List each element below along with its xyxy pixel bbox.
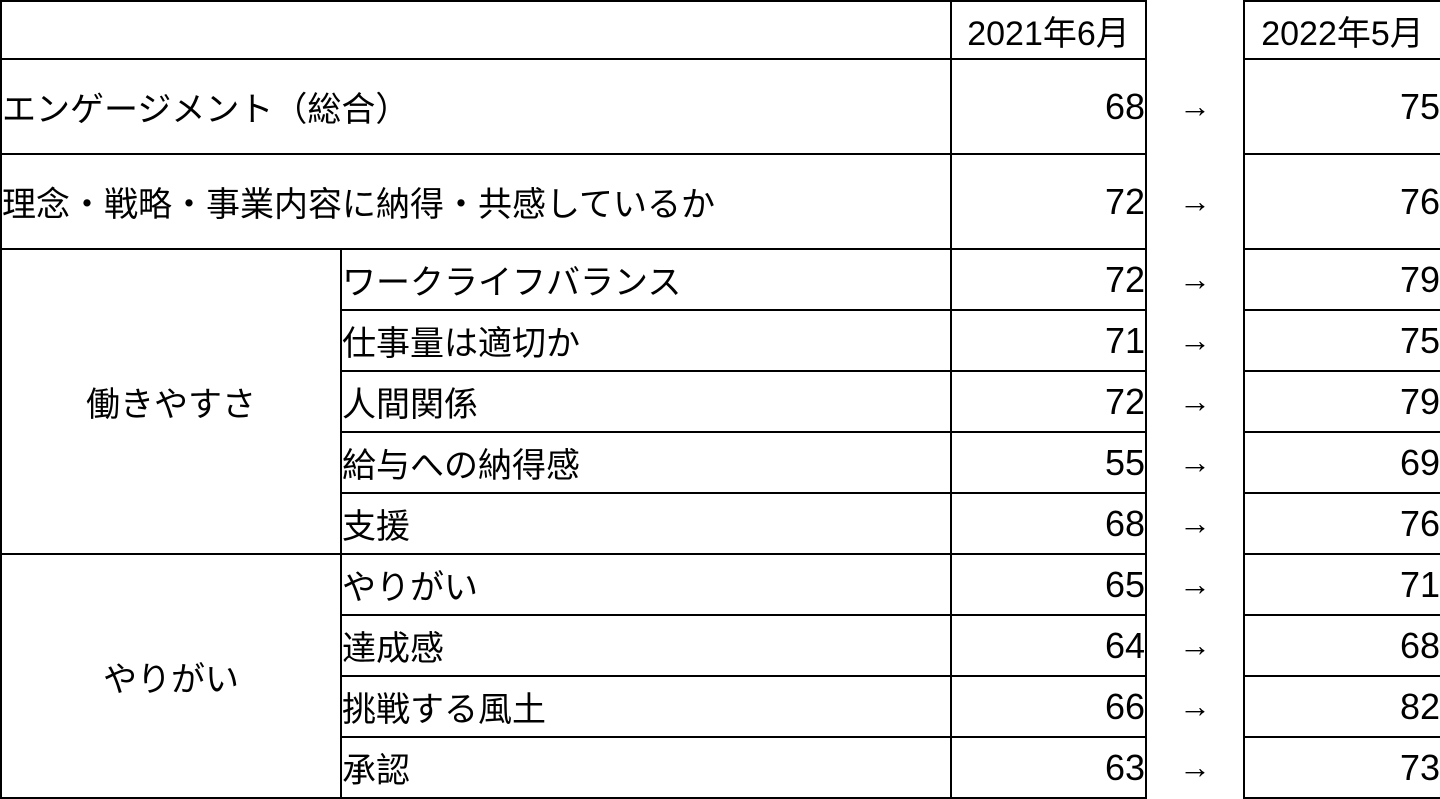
score-2022: 79 (1243, 370, 1440, 433)
table-header-row: 2021年6月 2022年5月 (0, 0, 1440, 60)
table-row: 人間関係 72 → 79 (1, 370, 1440, 433)
score-2021: 72 (950, 370, 1147, 433)
row-label: エンゲージメント（総合） (0, 58, 952, 155)
row-label: 挑戦する風土 (340, 675, 952, 738)
score-2021: 71 (950, 309, 1147, 372)
arrow-icon: → (1145, 432, 1245, 493)
arrow-icon: → (1145, 615, 1245, 676)
score-2021: 66 (950, 675, 1147, 738)
score-2022: 76 (1243, 153, 1440, 250)
table-row: 給与への納得感 55 → 69 (1, 431, 1440, 494)
header-2022: 2022年5月 (1243, 0, 1440, 60)
header-empty-cell (0, 0, 952, 60)
arrow-icon: → (1145, 154, 1245, 249)
row-label: 達成感 (340, 614, 952, 677)
arrow-icon: → (1145, 737, 1245, 798)
arrow-icon: → (1145, 554, 1245, 615)
table-row: 達成感 64 → 68 (1, 614, 1440, 677)
score-2021: 65 (950, 553, 1147, 616)
header-gap-cell (1145, 1, 1245, 59)
arrow-icon: → (1145, 249, 1245, 310)
row-label: 人間関係 (340, 370, 952, 433)
score-2022: 71 (1243, 553, 1440, 616)
row-label: ワークライフバランス (340, 248, 952, 311)
score-2022: 68 (1243, 614, 1440, 677)
row-label: 給与への納得感 (340, 431, 952, 494)
row-label: 理念・戦略・事業内容に納得・共感しているか (0, 153, 952, 250)
score-2022: 73 (1243, 736, 1440, 799)
table-row: 支援 68 → 76 (1, 492, 1440, 555)
arrow-icon: → (1145, 310, 1245, 371)
score-2021: 64 (950, 614, 1147, 677)
table-row: 仕事量は適切か 71 → 75 (1, 309, 1440, 372)
score-2021: 72 (950, 153, 1147, 250)
row-label: 仕事量は適切か (340, 309, 952, 372)
score-2022: 75 (1243, 58, 1440, 155)
row-label: やりがい (340, 553, 952, 616)
arrow-icon: → (1145, 493, 1245, 554)
header-2021: 2021年6月 (950, 0, 1147, 60)
group-label: やりがい (0, 553, 342, 799)
score-2022: 79 (1243, 248, 1440, 311)
score-2021: 63 (950, 736, 1147, 799)
arrow-icon: → (1145, 676, 1245, 737)
score-2022: 76 (1243, 492, 1440, 555)
arrow-icon: → (1145, 59, 1245, 154)
score-2021: 68 (950, 492, 1147, 555)
table-row: 理念・戦略・事業内容に納得・共感しているか 72 → 76 (0, 153, 1440, 250)
score-2022: 75 (1243, 309, 1440, 372)
score-2021: 55 (950, 431, 1147, 494)
score-2022: 82 (1243, 675, 1440, 738)
row-label: 支援 (340, 492, 952, 555)
score-2021: 68 (950, 58, 1147, 155)
score-2022: 69 (1243, 431, 1440, 494)
table-row: 挑戦する風土 66 → 82 (1, 675, 1440, 738)
table-row: エンゲージメント（総合） 68 → 75 (0, 58, 1440, 155)
table-row: 働きやすさ ワークライフバランス 72 → 79 (0, 248, 1440, 555)
group-label: 働きやすさ (0, 248, 342, 555)
table-row: 承認 63 → 73 (1, 736, 1440, 799)
table-row: やりがい やりがい 65 → 71 (0, 553, 1440, 799)
score-2021: 72 (950, 248, 1147, 311)
arrow-icon: → (1145, 371, 1245, 432)
row-label: 承認 (340, 736, 952, 799)
